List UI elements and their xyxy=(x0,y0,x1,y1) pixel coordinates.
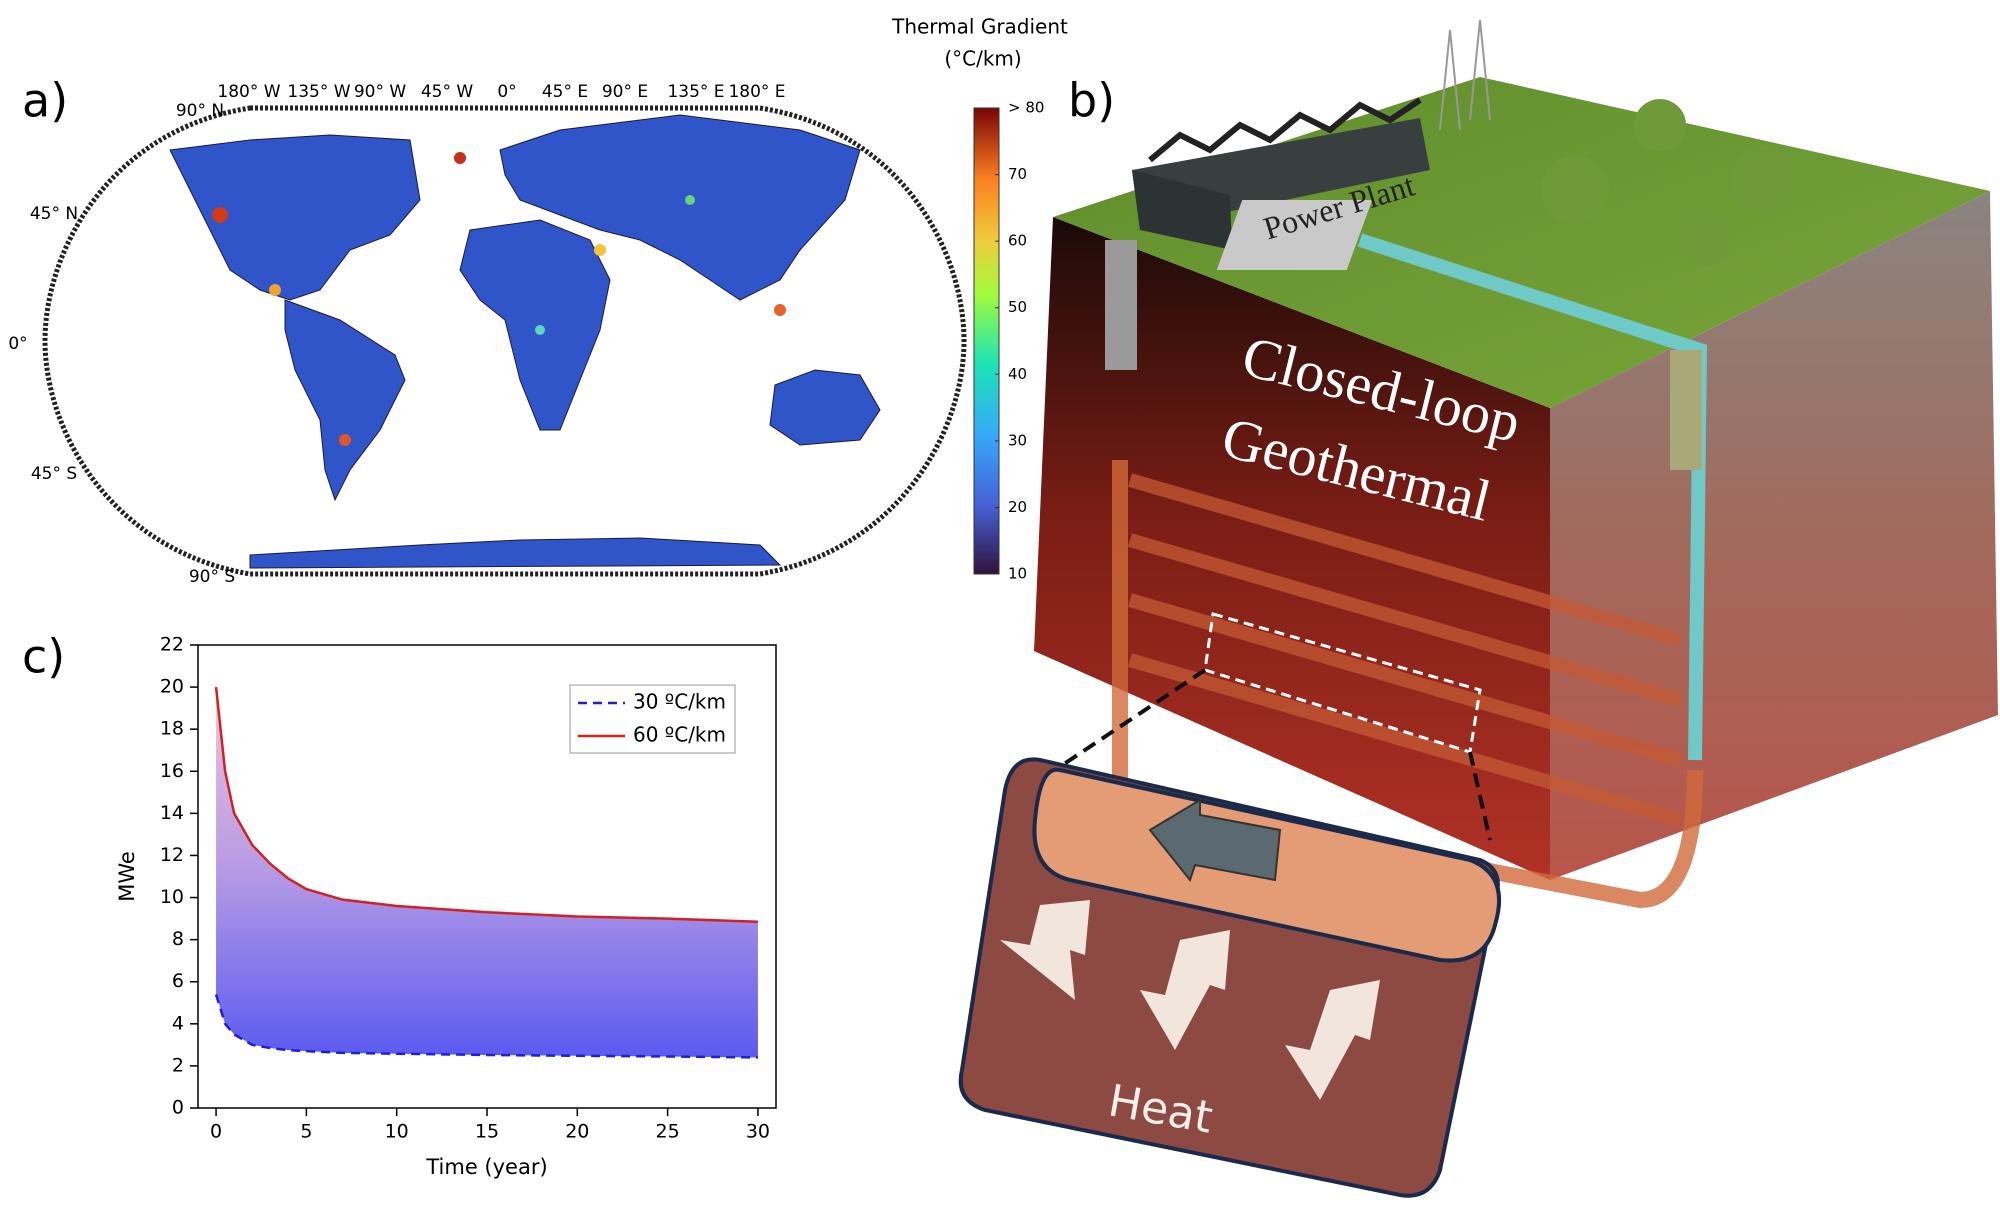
lon-label: 180° W xyxy=(217,82,280,102)
colorbar-tick-label: > 80 xyxy=(1008,99,1044,117)
y-tick-label: 14 xyxy=(160,802,184,824)
panel-label: a) xyxy=(22,74,68,128)
hotspot xyxy=(212,152,786,446)
flow-arrow xyxy=(1148,798,1282,883)
series-line xyxy=(214,993,758,1059)
y-tick-label: 16 xyxy=(160,760,184,782)
zoom-line xyxy=(1038,668,1492,841)
x-tick-label: 20 xyxy=(565,1121,589,1143)
panel-label: c) xyxy=(22,630,65,684)
lon-label: 45° E xyxy=(542,82,588,102)
lat-label: 90° N xyxy=(176,101,224,121)
x-tick-label: 5 xyxy=(300,1121,312,1143)
loop-pipe xyxy=(1112,460,1703,909)
x-axis-label: Time (year) xyxy=(425,1155,547,1179)
series-line xyxy=(214,686,758,923)
landmass xyxy=(169,114,881,569)
legend-box xyxy=(569,684,736,754)
lat-label: 90° S xyxy=(189,567,235,587)
y-tick-label: 8 xyxy=(172,928,184,950)
y-tick-label: 20 xyxy=(160,676,184,698)
panel-label: b) xyxy=(1068,74,1115,128)
geothermal-diagram: Power Plant Closed-loop Geothermal Heat xyxy=(958,19,1998,1198)
lateral-pipe xyxy=(1128,473,1682,827)
area-fill xyxy=(216,687,758,1058)
colorbar-unit: (°C/km) xyxy=(944,47,1021,71)
x-tick-label: 0 xyxy=(210,1121,222,1143)
heat-bolt xyxy=(1000,900,1380,1100)
colorbar-tick-label: 10 xyxy=(1008,565,1027,583)
x-tick-label: 25 xyxy=(656,1121,680,1143)
y-tick-label: 2 xyxy=(172,1054,184,1076)
colorbar-tick-label: 60 xyxy=(1008,232,1027,250)
world-map xyxy=(42,105,967,577)
y-tick-label: 18 xyxy=(160,718,184,740)
lon-label: 135° E xyxy=(667,82,724,102)
x-tick-label: 30 xyxy=(746,1121,770,1143)
colorbar-tick-label: 70 xyxy=(1008,165,1027,183)
colorbar-title: Thermal Gradient xyxy=(891,15,1068,39)
lon-label: 0° xyxy=(497,82,516,102)
legend-label: 30 ºC/km xyxy=(633,690,726,714)
y-tick-label: 0 xyxy=(172,1097,184,1119)
colorbar-tick-label: 40 xyxy=(1008,365,1027,383)
y-tick-label: 12 xyxy=(160,844,184,866)
y-tick-label: 6 xyxy=(172,970,184,992)
well-head xyxy=(1105,240,1137,370)
lat-label: 45° N xyxy=(30,204,78,224)
lat-label: 0° xyxy=(8,334,27,354)
tree xyxy=(1541,99,1799,266)
colorbar-tick-label: 20 xyxy=(1008,498,1027,516)
y-tick-label: 4 xyxy=(172,1012,184,1034)
colorbar-tick-label: 30 xyxy=(1008,431,1027,449)
x-tick-label: 10 xyxy=(385,1121,409,1143)
x-tick-label: 15 xyxy=(475,1121,499,1143)
roof xyxy=(1148,97,1422,163)
lat-label: 45° S xyxy=(31,464,77,484)
lon-label: 90° W xyxy=(354,82,407,102)
exchanger xyxy=(1216,200,1373,270)
power-plant-front xyxy=(1132,170,1232,250)
colorbar-tick-label: 50 xyxy=(1008,298,1027,316)
y-tick-label: 10 xyxy=(160,886,184,908)
ground-front xyxy=(1034,217,1550,880)
ground-side xyxy=(1550,191,1998,880)
lon-label: 90° E xyxy=(602,82,648,102)
pylon xyxy=(1439,19,1491,131)
y-tick-label: 22 xyxy=(160,634,184,656)
y-axis-label: MWe xyxy=(115,851,139,902)
lon-label: 180° E xyxy=(728,82,785,102)
colorbar xyxy=(973,107,1000,575)
lon-label: 45° W xyxy=(421,82,474,102)
well-head xyxy=(1670,350,1702,470)
legend-label: 60 ºC/km xyxy=(633,723,726,747)
lon-label: 135° W xyxy=(287,82,350,102)
